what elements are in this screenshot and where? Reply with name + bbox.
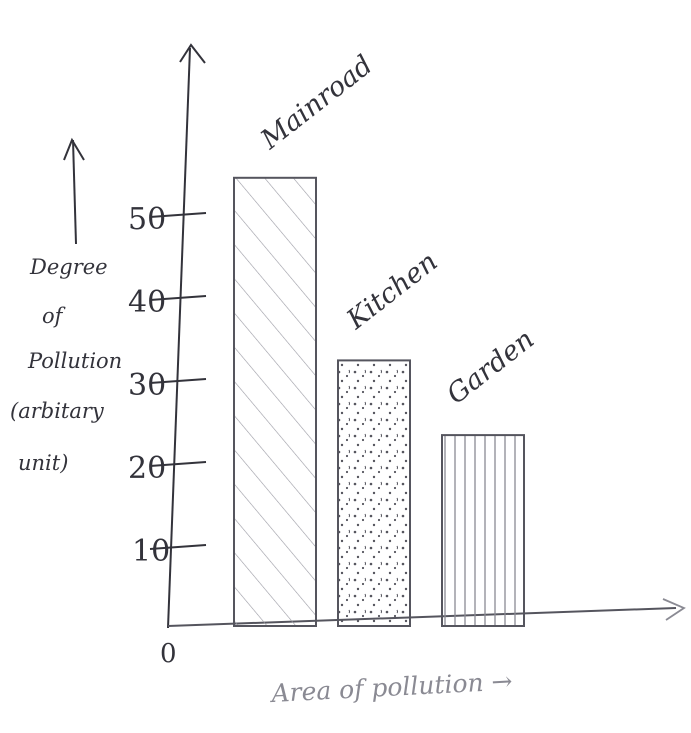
bar-mainroad (233, 176, 317, 628)
ylabel-line-2: of (42, 304, 66, 328)
bar-garden (441, 434, 525, 627)
bar-label-kitchen: Kitchen (340, 246, 443, 336)
y-axis-arrow-icon (179, 43, 206, 64)
y-axis (167, 43, 206, 629)
y-tick-10 (149, 544, 207, 550)
x-axis-label: Area of pollution → (269, 666, 513, 708)
bar-label-mainroad: Mainroad (254, 50, 378, 157)
x-axis-arrow-icon (662, 598, 686, 621)
y-tick-40 (149, 295, 207, 301)
ylabel-line-3: Pollution (27, 349, 122, 373)
y-tick-label: 50 (128, 202, 166, 237)
y-tick-label: 20 (128, 451, 166, 486)
origin-label: 0 (160, 639, 177, 669)
bar-label-garden: Garden (441, 324, 540, 411)
y-tick-label: 40 (128, 285, 166, 320)
ylabel-arrow-icon (63, 137, 85, 245)
y-ticks: 10 20 30 40 50 (128, 202, 207, 569)
y-tick-30 (149, 378, 207, 384)
ylabel-line-5: unit) (18, 451, 68, 475)
y-tick-label: 30 (128, 368, 166, 403)
bar-kitchen (337, 359, 411, 627)
y-axis-line (167, 47, 191, 629)
ylabel-line-4: (arbitary (10, 399, 105, 423)
ylabel-line-1: Degree (29, 255, 108, 279)
y-tick-50 (149, 212, 207, 218)
y-tick-label: 10 (132, 534, 170, 569)
y-tick-20 (149, 461, 207, 467)
y-axis-label: Degree of Pollution (arbitary unit) (10, 255, 129, 475)
